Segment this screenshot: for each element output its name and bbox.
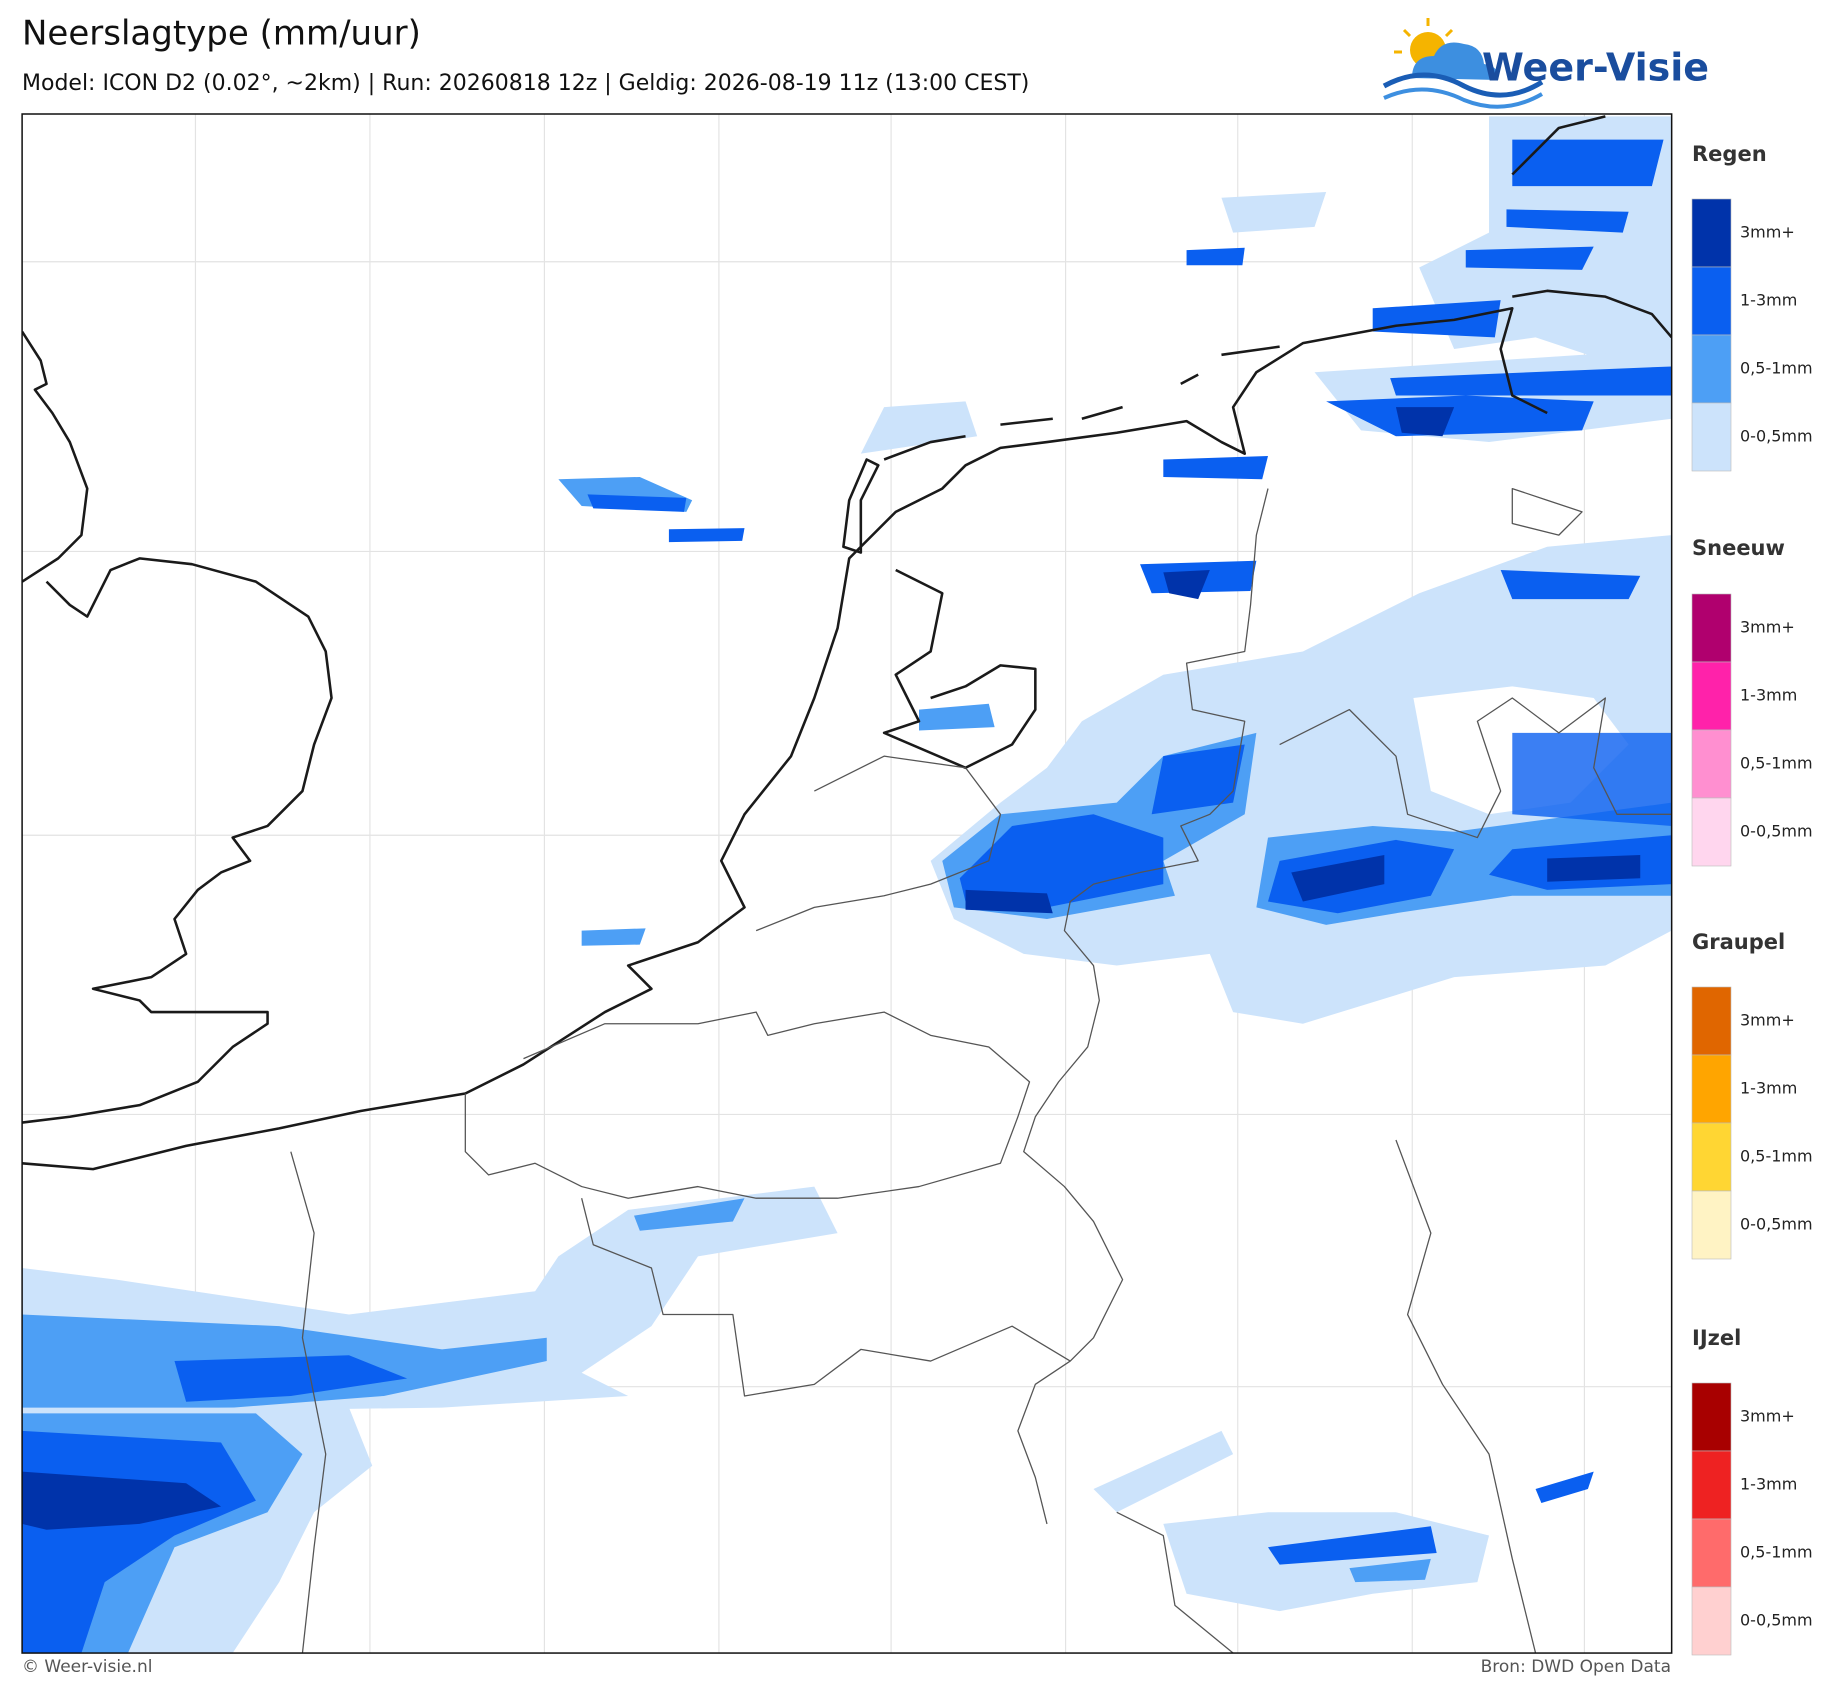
map	[21, 113, 1673, 1654]
legend-title: Graupel	[1692, 930, 1785, 954]
legend: Regen 3mm+ 1-3mm 0,5-1mm 0-0,5mm Sneeuw 3mm+ 1-…	[1691, 142, 1813, 1656]
legend-swatch	[1691, 266, 1732, 336]
legend-title: Regen	[1692, 142, 1767, 166]
legend-swatch	[1691, 797, 1732, 867]
legend-label: 3mm+	[1740, 1011, 1795, 1030]
legend-label: 0,5-1mm	[1740, 1147, 1813, 1166]
legend-swatch	[1691, 1382, 1732, 1452]
legend-label: 0-0,5mm	[1740, 427, 1813, 446]
legend-swatch	[1691, 198, 1732, 268]
precipitation	[22, 116, 1672, 1654]
legend-label: 0,5-1mm	[1740, 359, 1813, 378]
title: Neerslagtype (mm/uur)	[22, 14, 421, 54]
legend-label: 1-3mm	[1740, 291, 1797, 310]
legend-title: Sneeuw	[1692, 536, 1785, 560]
legend-label: 0-0,5mm	[1740, 1215, 1813, 1234]
legend-swatch	[1691, 1586, 1732, 1656]
legend-swatch	[1691, 334, 1732, 404]
credit: © Weer-visie.nl	[22, 1657, 152, 1677]
legend-label: 3mm+	[1740, 223, 1795, 242]
legend-label: 1-3mm	[1740, 1079, 1797, 1098]
legend-label: 1-3mm	[1740, 1475, 1797, 1494]
legend-swatch	[1691, 402, 1732, 472]
borders	[290, 487, 1672, 1654]
legend-label: 1-3mm	[1740, 686, 1797, 705]
legend-swatch	[1691, 1518, 1732, 1588]
legend-swatch	[1691, 661, 1732, 731]
source: Bron: DWD Open Data	[1481, 1657, 1671, 1677]
legend-swatch	[1691, 986, 1732, 1056]
logo-text: Weer-Visie	[1482, 46, 1709, 90]
legend-title: IJzel	[1692, 1326, 1741, 1350]
legend-label: 0,5-1mm	[1740, 754, 1813, 773]
logo: Weer-Visie	[1382, 18, 1709, 109]
legend-label: 0-0,5mm	[1740, 822, 1813, 841]
legend-label: 0-0,5mm	[1740, 1611, 1813, 1630]
coastlines	[22, 115, 1672, 1171]
legend-swatch	[1691, 1190, 1732, 1260]
legend-swatch	[1691, 1054, 1732, 1124]
legend-swatch	[1691, 729, 1732, 799]
subtitle: Model: ICON D2 (0.02°, ~2km) | Run: 2026…	[22, 71, 1029, 96]
legend-label: 0,5-1mm	[1740, 1543, 1813, 1562]
legend-swatch	[1691, 593, 1732, 663]
legend-swatch	[1691, 1450, 1732, 1520]
legend-label: 3mm+	[1740, 1407, 1795, 1426]
legend-swatch	[1691, 1122, 1732, 1192]
legend-label: 3mm+	[1740, 618, 1795, 637]
map-frame	[21, 113, 1673, 1654]
